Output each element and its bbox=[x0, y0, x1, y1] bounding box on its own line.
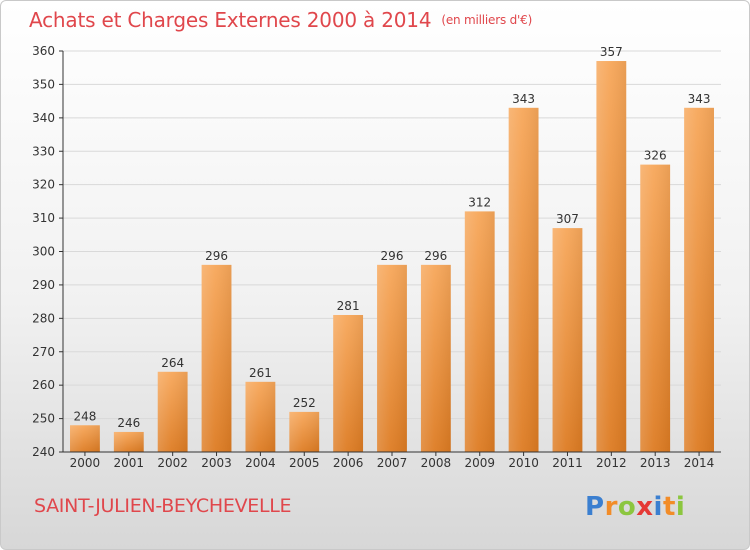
x-tick-label: 2009 bbox=[464, 456, 495, 470]
y-tick-label: 290 bbox=[32, 278, 55, 292]
x-tick-label: 2011 bbox=[552, 456, 583, 470]
bar-2005: 252 bbox=[289, 396, 320, 452]
bar-shine bbox=[289, 411, 320, 452]
data-label: 357 bbox=[600, 45, 623, 59]
bar-shine bbox=[420, 264, 451, 452]
bar-2007: 296 bbox=[377, 249, 407, 452]
bars-layer: 248 246 264 296 261 252 281 296 296 312 343 307 357 3… bbox=[70, 45, 714, 453]
bar-2014: 343 bbox=[684, 92, 714, 452]
y-tick-label: 330 bbox=[32, 144, 55, 158]
bar-shine bbox=[377, 264, 407, 452]
bar-shine bbox=[596, 61, 627, 453]
x-tick-label: 2007 bbox=[377, 456, 408, 470]
y-tick-label: 250 bbox=[32, 412, 55, 426]
bar-2001: 246 bbox=[113, 416, 144, 452]
logo-letter: i bbox=[653, 492, 663, 522]
data-label: 252 bbox=[293, 396, 316, 410]
x-tick-label: 2012 bbox=[596, 456, 627, 470]
chart-title: Achats et Charges Externes 2000 à 2014 (e… bbox=[29, 8, 532, 32]
y-tick-label: 240 bbox=[32, 445, 55, 459]
data-label: 281 bbox=[337, 299, 360, 313]
logo-letter: i bbox=[675, 492, 686, 522]
y-tick-label: 300 bbox=[32, 245, 55, 259]
axis-layer: 240 250 260 270 280 290 300 310 320 330 340 350 360 2… bbox=[32, 44, 721, 470]
data-label: 296 bbox=[424, 249, 447, 263]
bar-2006: 281 bbox=[333, 299, 364, 452]
y-tick-label: 280 bbox=[32, 311, 55, 325]
x-tick-label: 2004 bbox=[245, 456, 276, 470]
bar-shine bbox=[640, 164, 671, 452]
logo-letter: o bbox=[617, 492, 637, 522]
y-tick-label: 270 bbox=[32, 345, 55, 359]
y-tick-label: 340 bbox=[32, 111, 55, 125]
data-label: 264 bbox=[161, 356, 184, 370]
proxiti-logo[interactable]: Proxiti bbox=[585, 492, 685, 522]
y-tick-label: 320 bbox=[32, 178, 55, 192]
chart-unit-label: (en milliers d'€) bbox=[441, 13, 533, 27]
data-label: 307 bbox=[556, 212, 579, 226]
x-tick-label: 2008 bbox=[421, 456, 452, 470]
bar-shine bbox=[70, 425, 100, 452]
bar-2009: 312 bbox=[464, 195, 495, 452]
bar-2011: 307 bbox=[552, 212, 583, 452]
bar-shine bbox=[201, 264, 232, 452]
bar-2004: 261 bbox=[245, 366, 276, 452]
bar-2010: 343 bbox=[508, 92, 539, 452]
x-tick-label: 2005 bbox=[289, 456, 320, 470]
y-tick-label: 360 bbox=[32, 44, 55, 58]
y-tick-label: 350 bbox=[32, 77, 55, 91]
bar-shine bbox=[245, 381, 276, 452]
bar-2012: 357 bbox=[596, 45, 627, 453]
bar-shine bbox=[333, 314, 364, 452]
bar-2000: 248 bbox=[70, 409, 100, 452]
bar-2013: 326 bbox=[640, 149, 671, 452]
bar-shine bbox=[684, 107, 714, 452]
y-tick-label: 310 bbox=[32, 211, 55, 225]
bar-shine bbox=[508, 107, 539, 452]
x-tick-label: 2014 bbox=[684, 456, 715, 470]
x-tick-label: 2002 bbox=[157, 456, 188, 470]
bar-shine bbox=[552, 228, 583, 452]
chart-title-text: Achats et Charges Externes 2000 à 2014 bbox=[29, 8, 432, 32]
bar-2003: 296 bbox=[201, 249, 232, 452]
x-tick-label: 2006 bbox=[333, 456, 364, 470]
data-label: 312 bbox=[468, 195, 491, 209]
bar-2008: 296 bbox=[420, 249, 451, 452]
y-tick-label: 260 bbox=[32, 378, 55, 392]
logo-letter: t bbox=[662, 492, 676, 522]
bar-shine bbox=[113, 431, 144, 452]
data-label: 248 bbox=[73, 409, 96, 423]
bar-shine bbox=[157, 371, 188, 452]
data-label: 261 bbox=[249, 366, 272, 380]
x-tick-label: 2000 bbox=[70, 456, 101, 470]
logo-letter: P bbox=[585, 492, 605, 522]
x-tick-label: 2010 bbox=[508, 456, 539, 470]
x-tick-label: 2013 bbox=[640, 456, 671, 470]
data-label: 246 bbox=[117, 416, 140, 430]
data-label: 326 bbox=[644, 149, 667, 163]
logo-letter: r bbox=[604, 492, 618, 522]
data-label: 296 bbox=[205, 249, 228, 263]
x-tick-label: 2001 bbox=[114, 456, 145, 470]
data-label: 343 bbox=[512, 92, 535, 106]
bar-shine bbox=[464, 211, 495, 452]
data-label: 296 bbox=[381, 249, 404, 263]
x-tick-label: 2003 bbox=[201, 456, 232, 470]
logo-letter: x bbox=[636, 492, 654, 522]
bar-2002: 264 bbox=[157, 356, 188, 452]
commune-name: SAINT-JULIEN-BEYCHEVELLE bbox=[34, 495, 292, 517]
data-label: 343 bbox=[688, 92, 711, 106]
